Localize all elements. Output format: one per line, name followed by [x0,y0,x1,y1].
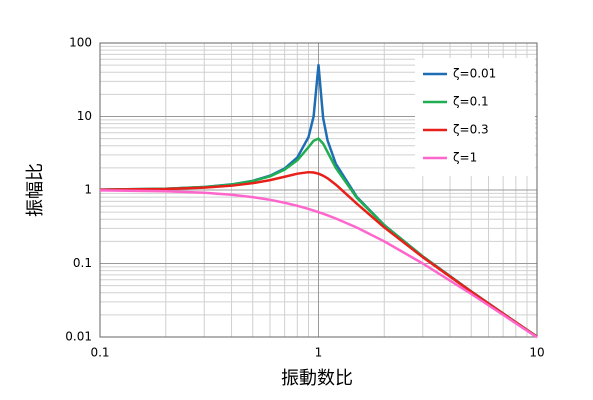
legend-label: ζ=0.01 [453,67,496,81]
legend-label: ζ=0.3 [453,123,489,137]
x-tick-label: 1 [315,346,323,360]
series-line [99,189,538,339]
y-tick-label: 10 [77,109,92,123]
y-tick-label: 100 [69,36,92,50]
legend: ζ=0.01 ζ=0.1 ζ=0.3 ζ=1 [415,58,535,176]
y-axis-title: 振幅比 [25,163,46,217]
x-tick-label: 10 [529,346,544,360]
legend-box [415,58,535,176]
legend-label: ζ=1 [453,151,477,165]
y-tick-label: 1 [84,183,92,197]
series-line [99,170,538,338]
plot-frame [99,42,538,338]
x-axis-title: 振動数比 [281,368,353,389]
y-tick-label: 0.1 [73,256,92,270]
legend-label: ζ=0.1 [453,95,489,109]
x-tick-label: 0.1 [90,346,109,360]
y-tick-label: 0.01 [65,330,92,344]
